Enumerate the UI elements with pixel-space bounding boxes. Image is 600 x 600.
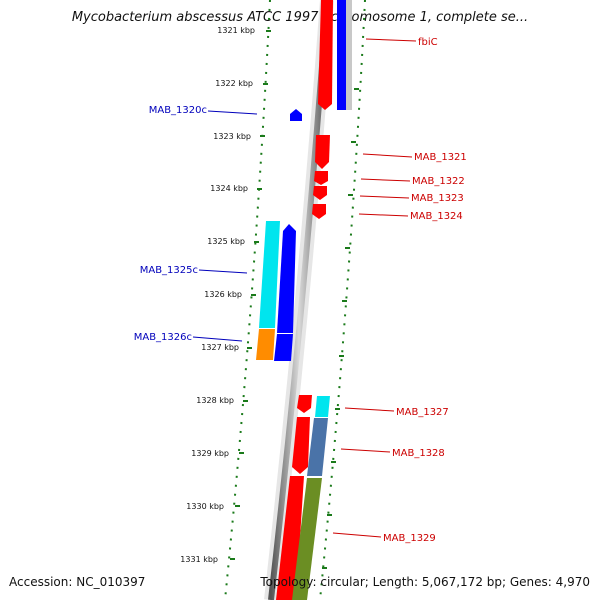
tick-labels: 1321 kbp 1322 kbp 1323 kbp 1324 kbp 1325… <box>180 26 255 564</box>
gene-fbiC[interactable] <box>318 0 333 110</box>
tick-label: 1326 kbp <box>204 290 242 299</box>
connector-mab-1321 <box>362 153 413 158</box>
gene-mab-1321[interactable] <box>315 135 330 169</box>
connector-mab-1323 <box>359 195 410 199</box>
tick-mark <box>251 294 256 296</box>
connector-mab-1326c <box>192 336 243 342</box>
genome-stats-text: Topology: circular; Length: 5,067,172 bp… <box>260 575 590 589</box>
tick-mark <box>345 247 350 249</box>
tick-mark <box>257 188 262 190</box>
tick-mark <box>351 141 356 143</box>
tick-mark <box>331 461 336 463</box>
gene-mab-1322[interactable] <box>314 171 328 185</box>
tick-label: 1324 kbp <box>210 184 248 193</box>
gene-mab-1323[interactable] <box>313 186 327 200</box>
tick-label: 1327 kbp <box>201 343 239 352</box>
gene-mab-1327[interactable] <box>297 395 312 413</box>
connector-mab-1322 <box>360 178 411 182</box>
tick-mark <box>243 400 248 402</box>
connector-mab-1320c <box>207 110 258 115</box>
gene-label-mab-1326c[interactable]: MAB_1326c <box>134 332 192 343</box>
tick-mark <box>254 241 259 243</box>
tick-label: 1328 kbp <box>196 396 234 405</box>
connector-mab-1324 <box>358 213 409 217</box>
gene-fbiC-outer-grey <box>346 0 352 110</box>
gene-mab-1325c-outer[interactable] <box>259 221 280 328</box>
connector-mab-1325c <box>198 269 248 274</box>
tick-mark <box>339 355 344 357</box>
gene-mab-1324[interactable] <box>312 204 326 219</box>
tick-label: 1325 kbp <box>207 237 245 246</box>
gene-mab-1326c-inner[interactable] <box>274 334 293 361</box>
gene-mab-1320c[interactable] <box>290 109 302 121</box>
label-connectors <box>192 38 417 538</box>
gene-mab-1326c-outer[interactable] <box>256 329 275 360</box>
connector-mab-1328 <box>340 448 391 453</box>
tick-mark <box>354 88 359 90</box>
gene-mab-1328-fwd[interactable] <box>292 417 310 474</box>
tick-label: 1330 kbp <box>186 502 224 511</box>
gene-label-mab-1320c[interactable]: MAB_1320c <box>149 105 207 116</box>
gene-mab-1325c-inner[interactable] <box>277 224 296 333</box>
major-ticks <box>230 30 359 569</box>
gene-label-mab-1322[interactable]: MAB_1322 <box>412 176 465 187</box>
tick-mark <box>235 505 240 507</box>
connector-mab-1327 <box>344 407 395 412</box>
connector-mab-1329 <box>332 532 382 538</box>
tick-mark <box>247 347 252 349</box>
gene-labels: fbiC MAB_1320c MAB_1321 MAB_1322 MAB_132… <box>134 37 467 544</box>
tick-mark <box>327 514 332 516</box>
tick-mark <box>266 30 271 32</box>
gene-label-mab-1323[interactable]: MAB_1323 <box>411 193 464 204</box>
gene-label-fbiC[interactable]: fbiC <box>418 37 438 48</box>
reverse-genes <box>256 109 302 361</box>
tick-mark <box>342 300 347 302</box>
tick-mark <box>239 452 244 454</box>
tick-label: 1323 kbp <box>213 132 251 141</box>
gene-label-mab-1329[interactable]: MAB_1329 <box>383 533 436 544</box>
gene-label-mab-1321[interactable]: MAB_1321 <box>414 152 467 163</box>
tick-label: 1321 kbp <box>217 26 255 35</box>
tick-label: 1331 kbp <box>180 555 218 564</box>
gene-label-mab-1327[interactable]: MAB_1327 <box>396 407 449 418</box>
tick-mark <box>335 408 340 410</box>
gene-fbiC-outer[interactable] <box>337 0 348 110</box>
tick-mark <box>263 83 268 85</box>
tick-mark <box>230 558 235 560</box>
tick-mark <box>322 567 327 569</box>
map-title: Mycobacterium abscessus ATCC 19977 chrom… <box>71 10 529 25</box>
gene-label-mab-1324[interactable]: MAB_1324 <box>410 211 463 222</box>
outer-track-genes <box>292 0 352 600</box>
gene-mab-1329-outer[interactable] <box>292 478 322 600</box>
tick-label: 1329 kbp <box>191 449 229 458</box>
gene-mab-1327-outer[interactable] <box>315 396 330 417</box>
accession-text: Accession: NC_010397 <box>9 575 146 589</box>
tick-mark <box>260 135 265 137</box>
gene-label-mab-1325c[interactable]: MAB_1325c <box>140 265 198 276</box>
gene-mab-1328-outer[interactable] <box>307 418 328 476</box>
tick-label: 1322 kbp <box>215 79 253 88</box>
connector-fbiC <box>365 38 417 42</box>
gene-label-mab-1328[interactable]: MAB_1328 <box>392 448 445 459</box>
tick-mark <box>348 194 353 196</box>
